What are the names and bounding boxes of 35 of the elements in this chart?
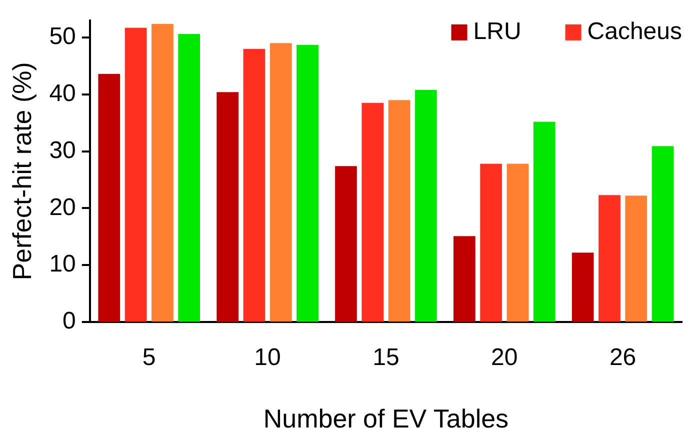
bar — [270, 43, 292, 322]
bar — [414, 90, 437, 322]
x-tick-label: 15 — [372, 344, 400, 372]
bar — [453, 236, 476, 322]
legend-label: Cacheus — [587, 18, 682, 46]
bar — [178, 34, 200, 322]
y-tick-label: 50 — [49, 23, 76, 50]
bar — [598, 195, 620, 322]
bar — [480, 164, 502, 322]
legend-label: LRU — [473, 18, 522, 46]
bar — [98, 74, 120, 322]
y-tick-label: 10 — [49, 250, 76, 278]
bar — [388, 100, 410, 322]
bar — [296, 44, 318, 322]
y-tick-label: 0 — [62, 308, 76, 335]
bar — [335, 166, 357, 322]
bar — [652, 146, 674, 322]
y-tick-label: 20 — [49, 194, 76, 221]
bar — [362, 102, 384, 322]
x-tick-label: 26 — [609, 344, 636, 372]
y-tick-label: 40 — [49, 80, 76, 107]
bar — [152, 24, 174, 322]
bar — [243, 48, 266, 322]
x-tick-label: 10 — [254, 344, 281, 372]
x-tick-label: 20 — [491, 344, 518, 372]
bar — [506, 164, 529, 322]
bar — [625, 196, 648, 322]
bar — [533, 122, 556, 322]
bar — [572, 252, 594, 322]
bar — [124, 28, 147, 322]
y-tick-label: 30 — [49, 136, 76, 164]
x-tick-label: 5 — [142, 344, 156, 372]
bar — [216, 92, 238, 322]
x-axis-title: Number of EV Tables — [263, 404, 509, 434]
y-axis-title: Perfect-hit rate (%) — [6, 62, 37, 280]
